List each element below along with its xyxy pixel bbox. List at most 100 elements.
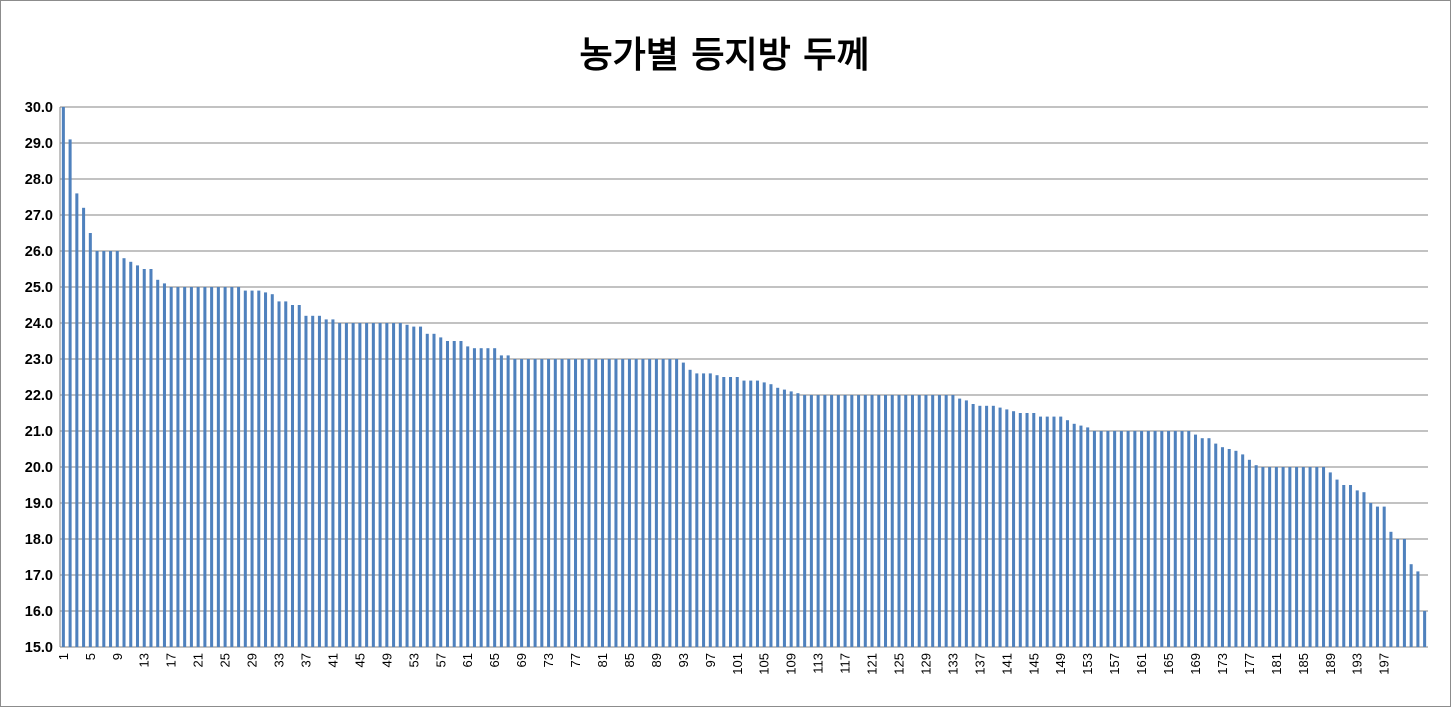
bar bbox=[284, 301, 288, 647]
bar bbox=[243, 290, 247, 647]
bar bbox=[183, 287, 187, 647]
bar bbox=[149, 269, 153, 647]
bar bbox=[1247, 459, 1251, 647]
x-tick-label: 105 bbox=[757, 653, 772, 675]
bar bbox=[250, 290, 254, 647]
bar bbox=[1369, 503, 1373, 647]
x-tick-label: 145 bbox=[1026, 653, 1041, 675]
x-tick-label: 133 bbox=[945, 653, 960, 675]
bar bbox=[547, 359, 551, 647]
y-tick-label: 17.0 bbox=[25, 568, 53, 584]
x-tick-label: 89 bbox=[649, 653, 664, 667]
x-tick-label: 109 bbox=[784, 653, 799, 675]
bar bbox=[897, 395, 901, 647]
bar bbox=[1059, 416, 1063, 647]
bar bbox=[695, 373, 699, 647]
bar bbox=[850, 395, 854, 647]
bar bbox=[1308, 467, 1312, 647]
bar bbox=[102, 251, 106, 647]
bar bbox=[560, 359, 564, 647]
x-tick-label: 5 bbox=[83, 653, 98, 660]
bar bbox=[385, 323, 389, 647]
bar bbox=[1092, 431, 1096, 647]
bar bbox=[648, 359, 652, 647]
bar bbox=[762, 382, 766, 647]
bar bbox=[1220, 447, 1224, 647]
bar bbox=[863, 395, 867, 647]
bar bbox=[587, 359, 591, 647]
bar bbox=[1045, 416, 1049, 647]
bar bbox=[1355, 490, 1359, 647]
bar bbox=[95, 251, 99, 647]
bar bbox=[715, 375, 719, 647]
x-tick-label: 149 bbox=[1053, 653, 1068, 675]
bar bbox=[398, 323, 402, 647]
bar bbox=[904, 395, 908, 647]
bar bbox=[944, 395, 948, 647]
bar bbox=[809, 395, 813, 647]
bar bbox=[216, 287, 220, 647]
bar bbox=[1207, 438, 1211, 647]
bar bbox=[600, 359, 604, 647]
bar bbox=[270, 294, 274, 647]
bar bbox=[135, 265, 140, 647]
x-tick-label: 21 bbox=[191, 653, 206, 667]
y-tick-label: 26.0 bbox=[25, 244, 53, 260]
bar bbox=[277, 301, 281, 647]
bar bbox=[1187, 431, 1191, 647]
bar bbox=[196, 287, 200, 647]
bar bbox=[75, 193, 79, 647]
bar bbox=[1241, 454, 1245, 647]
bar bbox=[540, 359, 544, 647]
bar bbox=[1039, 416, 1043, 647]
x-tick-label: 173 bbox=[1215, 653, 1230, 675]
bar bbox=[358, 323, 362, 647]
bar bbox=[985, 405, 989, 647]
bar bbox=[1342, 485, 1346, 647]
bar bbox=[162, 283, 166, 647]
y-tick-label: 18.0 bbox=[25, 532, 53, 548]
bar bbox=[1052, 416, 1056, 647]
bar bbox=[169, 287, 173, 647]
bar bbox=[412, 326, 416, 647]
bar bbox=[304, 315, 308, 647]
bar bbox=[621, 359, 625, 647]
bar bbox=[931, 395, 935, 647]
x-tick-label: 165 bbox=[1161, 653, 1176, 675]
bar bbox=[1301, 467, 1305, 647]
bar bbox=[439, 337, 443, 647]
bar bbox=[782, 389, 786, 647]
bar bbox=[115, 251, 119, 647]
bar bbox=[1065, 420, 1069, 647]
bar bbox=[1167, 431, 1171, 647]
x-tick-label: 169 bbox=[1188, 653, 1203, 675]
bar bbox=[1409, 564, 1413, 647]
x-tick-label: 29 bbox=[245, 653, 260, 667]
x-tick-label: 177 bbox=[1242, 653, 1257, 675]
x-tick-label: 121 bbox=[865, 653, 880, 675]
bar bbox=[654, 359, 658, 647]
bar bbox=[823, 395, 827, 647]
bar bbox=[1382, 506, 1386, 647]
bar bbox=[129, 261, 133, 647]
x-tick-label: 61 bbox=[460, 653, 475, 667]
bar bbox=[237, 287, 241, 647]
bar bbox=[331, 319, 335, 647]
x-tick-label: 85 bbox=[622, 653, 637, 667]
bar bbox=[958, 398, 962, 647]
bar bbox=[486, 348, 490, 647]
bar bbox=[142, 269, 146, 647]
bar bbox=[668, 359, 672, 647]
bar bbox=[88, 233, 92, 647]
y-tick-label: 21.0 bbox=[25, 424, 53, 440]
bar bbox=[445, 341, 449, 647]
bar bbox=[1079, 425, 1083, 647]
bar bbox=[742, 380, 746, 647]
bar bbox=[371, 323, 375, 647]
y-tick-label: 24.0 bbox=[25, 316, 53, 332]
bar bbox=[749, 380, 753, 647]
y-tick-label: 30.0 bbox=[25, 100, 53, 116]
bar bbox=[1268, 467, 1272, 647]
bar bbox=[203, 287, 207, 647]
x-tick-label: 117 bbox=[838, 653, 853, 674]
